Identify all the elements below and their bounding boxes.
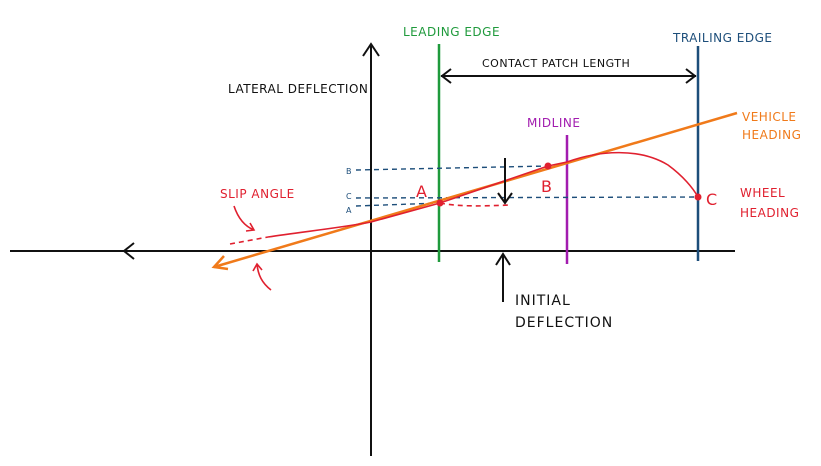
- guide-line-c: [355, 196, 699, 199]
- tick-b-label: B: [346, 167, 352, 176]
- vehicle-heading-arrowhead: [211, 255, 229, 271]
- slip-angle-pointer-lower: [256, 263, 272, 291]
- slip-angle-pointer-lower-head: [252, 262, 263, 272]
- deflection-down-arrowhead: [497, 192, 513, 205]
- initial-deflection-dashed-curve: [439, 202, 511, 207]
- vehicle-heading-label-line1: VEHICLE: [742, 110, 797, 124]
- slip-angle-pointer-upper: [233, 205, 255, 231]
- point-b-label: B: [541, 177, 552, 196]
- vehicle-heading-label-line2: HEADING: [742, 128, 801, 142]
- initial-deflection-label-line2: DEFLECTION: [515, 315, 613, 331]
- point-a-label: A: [416, 182, 427, 201]
- contact-patch-arrowhead-right: [685, 68, 697, 84]
- tick-a-label: A: [346, 206, 352, 215]
- lateral-deflection-label: LATERAL DEFLECTION: [228, 82, 368, 96]
- slip-angle-pointer-upper-head: [245, 222, 256, 232]
- slip-angle-label: SLIP ANGLE: [220, 187, 295, 201]
- initial-deflection-label-line1: INITIAL: [515, 293, 571, 309]
- wheel-heading-label-line1: WHEEL: [740, 186, 785, 200]
- point-c-marker: [694, 193, 702, 201]
- point-c-label: C: [706, 190, 717, 209]
- midline-label: MIDLINE: [527, 116, 580, 130]
- wheel-heading-line: [267, 151, 699, 238]
- guide-line-b: [355, 165, 549, 171]
- initial-deflection-arrowhead: [495, 252, 511, 266]
- tick-c-label: C: [346, 192, 352, 201]
- point-b-marker: [544, 162, 552, 170]
- horizontal-axis-arrowhead: [122, 242, 135, 260]
- wheel-heading-dashed-extension: [229, 236, 269, 245]
- contact-patch-arrowhead-left: [440, 68, 452, 84]
- wheel-heading-label-line2: HEADING: [740, 206, 799, 220]
- vertical-axis-arrowhead: [362, 42, 380, 57]
- leading-edge-label: LEADING EDGE: [403, 25, 500, 39]
- point-a-marker: [436, 199, 444, 207]
- trailing-edge-label: TRAILING EDGE: [672, 31, 772, 45]
- contact-patch-length-label: CONTACT PATCH LENGTH: [482, 57, 630, 70]
